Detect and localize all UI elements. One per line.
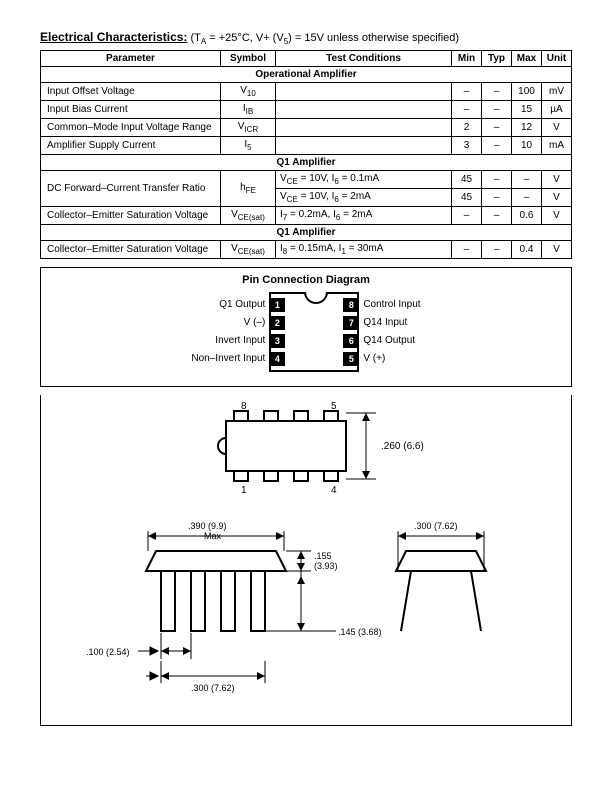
pin-2: 2 [269, 316, 285, 330]
pin-label: Invert Input [191, 332, 265, 350]
pin4-label: 4 [331, 485, 337, 496]
spec-table: ParameterSymbolTest ConditionsMinTypMaxU… [40, 50, 572, 259]
pin-8: 8 [343, 298, 359, 312]
table-row: Amplifier Supply CurrentI53–10mA [41, 137, 572, 155]
header-line: Electrical Characteristics: (TA = +25°C,… [40, 30, 572, 46]
col-header: Typ [482, 51, 512, 67]
dim-155b: (3.93) [314, 561, 338, 571]
pin-label: Q1 Output [191, 296, 265, 314]
col-header: Symbol [221, 51, 276, 67]
col-header: Parameter [41, 51, 221, 67]
dim-155a: .155 [314, 551, 332, 561]
pin-1: 1 [269, 298, 285, 312]
pin-label: Non–Invert Input [191, 350, 265, 368]
pin-5: 5 [343, 352, 359, 366]
dim-100: .100 (2.54) [86, 647, 130, 657]
right-pin-labels: Control InputQ14 InputQ14 OutputV (+) [363, 296, 420, 368]
dim-390: .390 (9.9) [188, 521, 227, 531]
package-top-view: 8 5 1 4 .260 (6.6) [156, 401, 456, 511]
pin-label: Q14 Output [363, 332, 420, 350]
table-header-row: ParameterSymbolTest ConditionsMinTypMaxU… [41, 51, 572, 67]
dim-260: .260 (6.6) [381, 441, 424, 452]
section-header: Operational Amplifier [41, 67, 572, 83]
table-row: Input Bias CurrentIIB––15µA [41, 101, 572, 119]
pin1-label: 1 [241, 485, 247, 496]
conditions: (TA = +25°C, V+ (V5) = 15V unless otherw… [190, 32, 459, 44]
pin-4: 4 [269, 352, 285, 366]
table-row: Collector–Emitter Saturation VoltageVCE(… [41, 207, 572, 225]
pin-label: Control Input [363, 296, 420, 314]
pin-7: 7 [343, 316, 359, 330]
table-row: Common–Mode Input Voltage RangeVICR2–12V [41, 119, 572, 137]
pin-6: 6 [343, 334, 359, 348]
dim-145: .145 (3.68) [338, 627, 382, 637]
table-row: DC Forward–Current Transfer RatiohFEVCE … [41, 171, 572, 189]
pin8-label: 8 [241, 401, 247, 412]
table-row: Collector–Emitter Saturation VoltageVCE(… [41, 241, 572, 259]
chip-row: Q1 OutputV (–)Invert InputNon–Invert Inp… [41, 292, 571, 372]
col-header: Unit [542, 51, 572, 67]
section-header: Q1 Amplifier [41, 155, 572, 171]
chip-body: 1 2 3 4 8 7 6 5 [269, 292, 359, 372]
pin-label: V (+) [363, 350, 420, 368]
col-header: Test Conditions [276, 51, 452, 67]
package-diagram-box: 8 5 1 4 .260 (6.6) [40, 395, 572, 726]
pin-diagram-title: Pin Connection Diagram [41, 274, 571, 286]
col-header: Max [512, 51, 542, 67]
package-side-view: .390 (9.9) Max .155 (3.93) .145 (3.68) .… [76, 511, 536, 711]
pin-label: Q14 Input [363, 314, 420, 332]
dim-390-max: Max [204, 531, 222, 541]
pin-diagram-box: Pin Connection Diagram Q1 OutputV (–)Inv… [40, 267, 572, 387]
pin-3: 3 [269, 334, 285, 348]
col-header: Min [452, 51, 482, 67]
dim-300b: .300 (7.62) [191, 683, 235, 693]
pin5-label: 5 [331, 401, 337, 412]
section-header: Q1 Amplifier [41, 225, 572, 241]
title: Electrical Characteristics: [40, 30, 187, 44]
left-pin-labels: Q1 OutputV (–)Invert InputNon–Invert Inp… [191, 296, 265, 368]
dim-300a: .300 (7.62) [414, 521, 458, 531]
pin-label: V (–) [191, 314, 265, 332]
table-row: Input Offset VoltageV10––100mV [41, 83, 572, 101]
page: Electrical Characteristics: (TA = +25°C,… [0, 0, 612, 756]
